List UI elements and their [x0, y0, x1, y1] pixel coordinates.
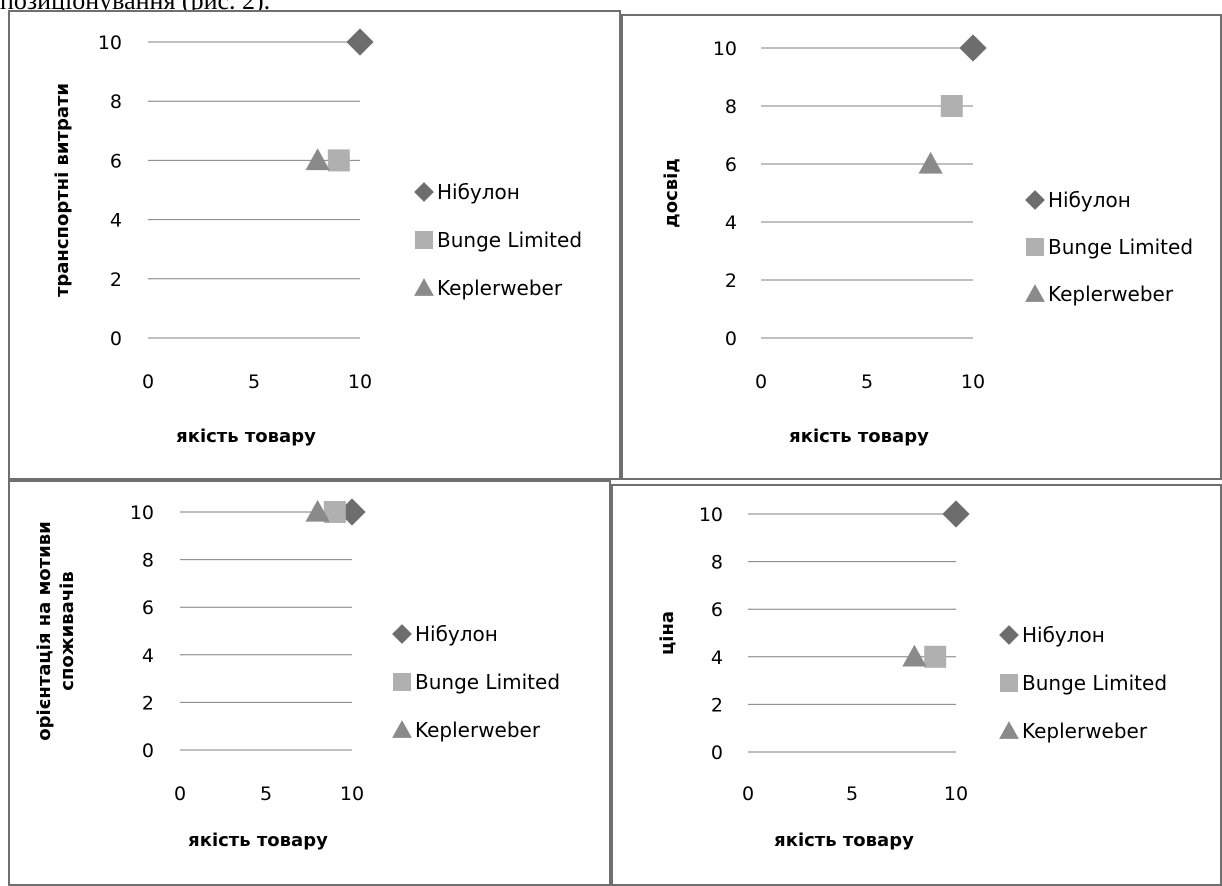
- x-tick-label: 5: [260, 783, 272, 805]
- data-point-triangle: [918, 151, 943, 174]
- chart-panel-experience: 0 2 4 6 8 10 0 5 10 якість товару досвід Нібулон Bun…: [621, 14, 1222, 480]
- legend-label: Нібулон: [1048, 188, 1131, 212]
- legend-label: Нібулон: [1022, 623, 1105, 647]
- x-tick-label: 10: [348, 371, 372, 393]
- legend-label: Bunge Limited: [1022, 671, 1167, 695]
- data-point-triangle: [902, 644, 927, 667]
- data-point-diamond: [338, 498, 366, 526]
- y-tick-label: 4: [110, 210, 122, 232]
- y-axis-title-line: орієнтація на мотиви: [34, 521, 55, 740]
- legend-label: Нібулон: [415, 622, 498, 646]
- y-tick-label: 8: [142, 550, 154, 572]
- legend-marker-triangle: [414, 278, 434, 296]
- chart-price: 0 2 4 6 8 10 0 5 10 якість товару ціна Нібулон Bunge…: [657, 500, 1167, 851]
- y-tick-label: 2: [142, 692, 154, 714]
- chart-consumer-motives: 0 2 4 6 8 10 0 5 10 якість товару орієнтація на мо…: [34, 498, 560, 851]
- chart-transport-costs: 0 2 4 6 8 10 0 5 10 якість товару транспортні витр…: [52, 28, 582, 447]
- x-tick-label: 5: [846, 783, 858, 805]
- data-point-diamond: [942, 500, 970, 528]
- y-axis-title: транспортні витрати: [52, 83, 73, 297]
- legend-marker-square: [393, 673, 411, 691]
- y-axis-title: орієнтація на мотиви споживачів: [34, 521, 78, 740]
- legend-label: Bunge Limited: [437, 228, 582, 252]
- data-point-square: [924, 645, 947, 668]
- x-axis-title: якість товару: [789, 426, 929, 447]
- y-tick-label: 0: [110, 328, 122, 350]
- data-point-square: [940, 95, 963, 117]
- chart-panel-transport-costs: 0 2 4 6 8 10 0 5 10 якість товару транспортні витр…: [8, 10, 621, 480]
- data-point-diamond: [959, 34, 987, 62]
- x-tick-label: 10: [961, 371, 985, 393]
- y-tick-label: 6: [711, 599, 723, 621]
- chart-panel-price: 0 2 4 6 8 10 0 5 10 якість товару ціна Нібулон Bunge…: [611, 484, 1222, 886]
- x-tick-label: 5: [248, 371, 260, 393]
- data-point-diamond: [346, 28, 374, 56]
- y-tick-label: 10: [130, 502, 154, 524]
- legend-marker-triangle: [392, 720, 412, 738]
- y-tick-label: 0: [711, 742, 723, 764]
- legend-label: Keplerweber: [1022, 719, 1148, 743]
- x-tick-label: 0: [755, 371, 767, 393]
- y-axis-title: досвід: [661, 158, 682, 228]
- legend-marker-diamond: [999, 625, 1019, 645]
- y-tick-label: 0: [142, 740, 154, 762]
- y-tick-label: 4: [711, 647, 723, 669]
- legend-label: Bunge Limited: [1048, 235, 1193, 259]
- y-tick-label: 2: [711, 694, 723, 716]
- legend-marker-triangle: [999, 721, 1019, 739]
- data-point-square: [323, 501, 346, 523]
- legend-marker-diamond: [1025, 190, 1045, 210]
- x-axis-title: якість товару: [188, 830, 328, 851]
- x-tick-label: 0: [142, 371, 154, 393]
- y-tick-label: 4: [725, 212, 737, 234]
- y-tick-label: 8: [711, 552, 723, 574]
- legend-marker-square: [415, 231, 433, 249]
- y-tick-label: 6: [725, 154, 737, 176]
- legend-label: Keplerweber: [437, 276, 563, 300]
- y-tick-label: 6: [142, 597, 154, 619]
- legend-marker-diamond: [414, 182, 434, 202]
- legend-label: Нібулон: [437, 180, 520, 204]
- y-tick-label: 6: [110, 150, 122, 172]
- legend-marker-square: [1026, 238, 1044, 256]
- y-tick-label: 10: [699, 504, 723, 526]
- legend-label: Keplerweber: [415, 718, 541, 742]
- x-tick-label: 5: [861, 371, 873, 393]
- data-point-square: [327, 149, 350, 172]
- x-axis-title: якість товару: [176, 426, 316, 447]
- x-tick-label: 10: [944, 783, 968, 805]
- y-tick-label: 8: [725, 96, 737, 118]
- legend-marker-diamond: [392, 624, 412, 644]
- legend-marker-square: [1000, 674, 1018, 692]
- x-tick-label: 0: [174, 783, 186, 805]
- y-axis-title-line: споживачів: [57, 571, 78, 690]
- legend-marker-triangle: [1025, 284, 1045, 302]
- y-tick-label: 8: [110, 91, 122, 113]
- y-tick-label: 2: [110, 269, 122, 291]
- data-point-triangle: [305, 499, 330, 522]
- x-axis-title: якість товару: [774, 830, 914, 851]
- legend-label: Bunge Limited: [415, 670, 560, 694]
- chart-panel-consumer-motives: 0 2 4 6 8 10 0 5 10 якість товару орієнтація на мо…: [8, 480, 611, 886]
- x-tick-label: 10: [340, 783, 364, 805]
- y-tick-label: 0: [725, 328, 737, 350]
- legend-label: Keplerweber: [1048, 282, 1174, 306]
- y-tick-label: 10: [98, 32, 122, 54]
- y-tick-label: 4: [142, 645, 154, 667]
- y-axis-title: ціна: [657, 611, 678, 655]
- data-point-triangle: [305, 148, 330, 171]
- y-tick-label: 2: [725, 270, 737, 292]
- x-tick-label: 0: [742, 783, 754, 805]
- y-tick-label: 10: [713, 38, 737, 60]
- chart-experience: 0 2 4 6 8 10 0 5 10 якість товару досвід Нібулон Bun…: [661, 34, 1193, 447]
